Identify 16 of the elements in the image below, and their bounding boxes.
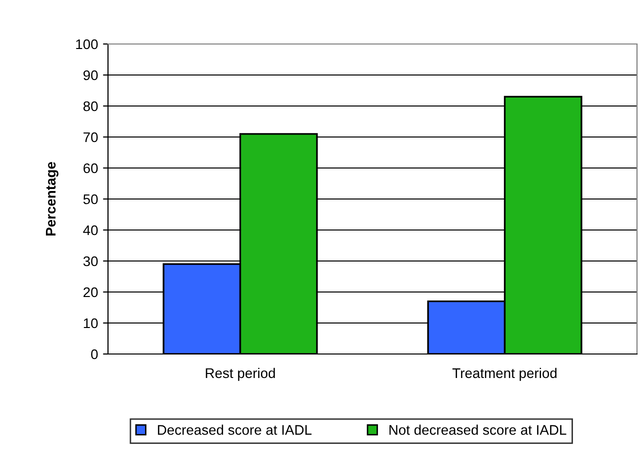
y-tick-label: 40 — [83, 225, 98, 236]
y-tick-label: 80 — [83, 101, 98, 112]
y-axis-title: Percentage — [46, 162, 58, 236]
y-tick-label: 30 — [83, 256, 98, 266]
y-tick-label: 70 — [84, 132, 98, 142]
legend-label: Decreased score at IADL — [158, 424, 312, 435]
y-tick-label: 0 — [91, 349, 98, 360]
y-tick-label: 90 — [83, 70, 98, 80]
y-tick-label: 60 — [84, 163, 98, 174]
y-tick-label: 100 — [76, 39, 98, 50]
y-tick-label: 10 — [84, 318, 98, 328]
y-tick-label: 50 — [83, 194, 98, 204]
y-tick-label: 20 — [84, 287, 98, 298]
x-tick-label: Treatment period — [452, 368, 556, 381]
legend-label: Not decreased score at IADL — [390, 424, 566, 435]
x-tick-label: Rest period — [206, 368, 275, 381]
